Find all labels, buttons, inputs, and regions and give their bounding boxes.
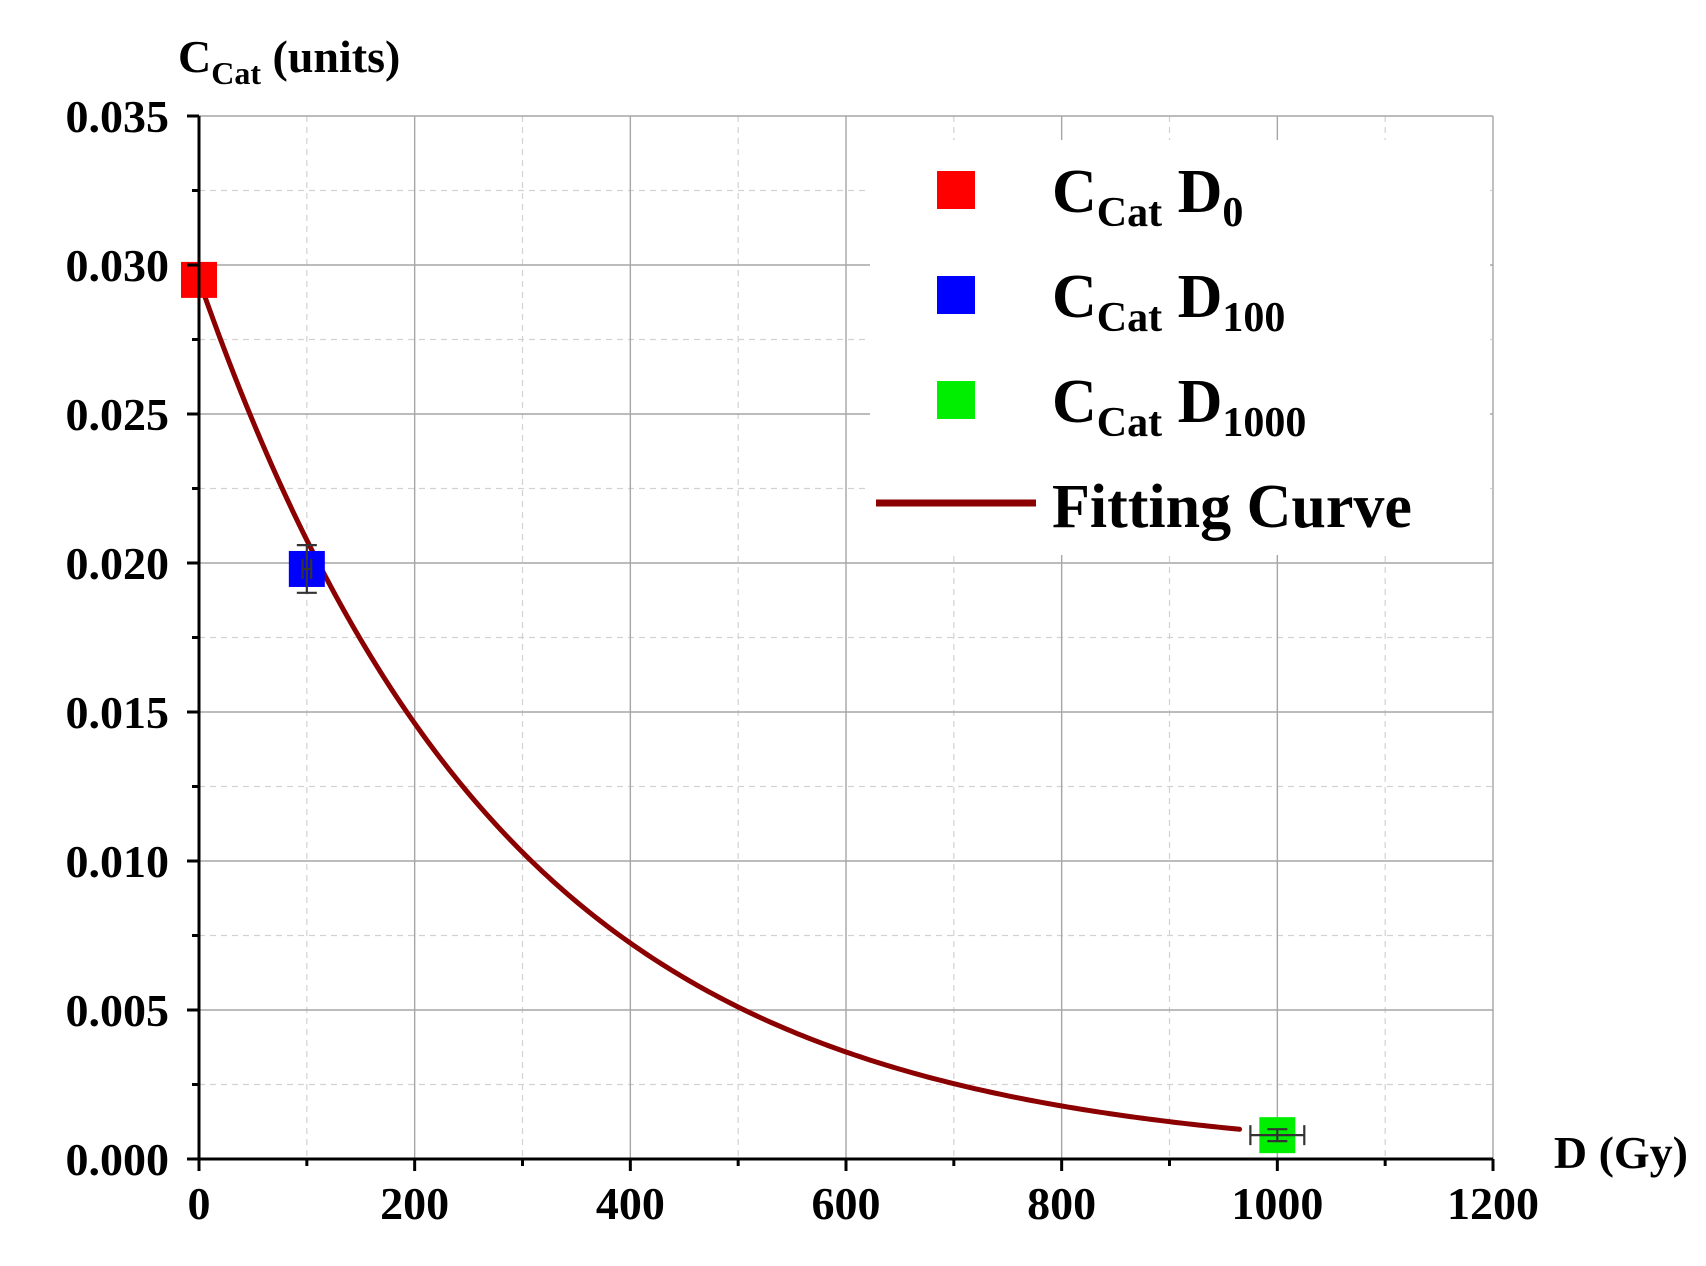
legend-background <box>870 140 1490 555</box>
legend: CCat D0 CCat D100 CCat D1000 Fitting Curve <box>876 158 1412 541</box>
legend-marker <box>937 276 975 314</box>
y-tick-label: 0.000 <box>66 1134 170 1185</box>
fit-curve-layer <box>196 277 1243 1132</box>
x-tick-label: 0 <box>188 1178 211 1229</box>
legend-label: Fitting Curve <box>1052 473 1412 541</box>
x-tick-label: 200 <box>380 1178 449 1229</box>
y-tick-label: 0.035 <box>66 91 170 142</box>
x-tick-label: 1200 <box>1447 1178 1539 1229</box>
y-tick-label: 0.025 <box>66 389 170 440</box>
x-tick-label: 600 <box>812 1178 881 1229</box>
legend-label: CCat D1000 <box>1052 368 1306 446</box>
legend-label: CCat D100 <box>1052 263 1285 341</box>
y-tick-label: 0.020 <box>66 538 170 589</box>
grid-lines <box>199 115 1494 1159</box>
x-axis-title: D (Gy) <box>1554 1127 1688 1178</box>
y-tick-label: 0.010 <box>66 836 170 887</box>
y-tick-label: 0.005 <box>66 985 170 1036</box>
x-tick-label: 1000 <box>1231 1178 1323 1229</box>
y-tick-label: 0.015 <box>66 687 170 738</box>
fitting-curve-line <box>196 277 1243 1132</box>
legend-marker <box>937 171 975 209</box>
y-axis-title: CCat (units) <box>178 31 400 91</box>
x-tick-label: 800 <box>1027 1178 1096 1229</box>
x-tick-label: 400 <box>596 1178 665 1229</box>
y-tick-label: 0.030 <box>66 240 170 291</box>
axis-titles: CCat (units) D (Gy) <box>178 31 1688 1178</box>
axes: 0 200 400 600 800 1000 1200 0.000 0.005 0.010 0.01… <box>66 91 1540 1229</box>
legend-marker <box>937 381 975 419</box>
legend-label: CCat D0 <box>1052 158 1243 236</box>
